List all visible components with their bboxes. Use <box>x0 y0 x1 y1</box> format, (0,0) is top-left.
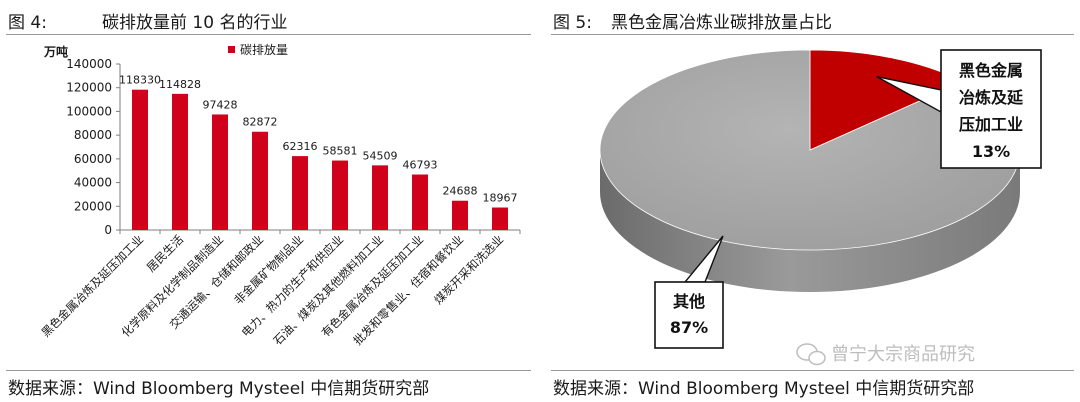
y-axis-tick-label: 20000 <box>74 199 112 213</box>
bar-data-label: 118330 <box>119 74 161 87</box>
bar <box>412 174 428 230</box>
bar-data-label: 24688 <box>443 185 478 198</box>
bar-data-label: 82872 <box>243 116 278 129</box>
bar-data-label: 58581 <box>323 145 358 158</box>
y-axis-tick-label: 100000 <box>66 104 112 118</box>
y-axis-unit-label: 万吨 <box>43 44 68 59</box>
left-figure-number: 图 4: <box>8 13 47 33</box>
y-axis-tick-label: 0 <box>104 223 112 237</box>
callout-box-main <box>940 49 1042 169</box>
left-figure-panel: 图 4: 碳排放量前 10 名的行业 万吨 碳排放量 0 20000 40000 6000… <box>0 0 537 402</box>
bar-data-label: 18967 <box>483 192 518 205</box>
pie-percent-label-other: 87% <box>670 318 708 337</box>
bar <box>492 207 508 230</box>
watermark: 曾宁大宗商品研究 <box>796 343 975 366</box>
pie-chart: 黑色金属冶炼及延压加工业 13% 其他 87% 曾宁大宗商品研究 <box>599 49 1042 366</box>
right-source-text: 数据来源：Wind Bloomberg Mysteel 中信期货研究部 <box>553 379 975 399</box>
y-axis-tick-label: 40000 <box>74 176 112 190</box>
right-figure-title: 黑色金属冶炼业碳排放量占比 <box>611 13 832 33</box>
y-axis-tick-label: 140000 <box>66 57 112 71</box>
bar-chart: 万吨 碳排放量 0 20000 40000 60000 80000 100000 120000 1… <box>39 42 521 348</box>
x-axis-category-label: 煤炭开采和洗选业 <box>431 232 506 307</box>
pie-percent-label-main: 13% <box>972 142 1010 161</box>
right-figure-source: 数据来源：Wind Bloomberg Mysteel 中信期货研究部 <box>551 370 1074 401</box>
bar <box>452 200 468 230</box>
y-axis-tick-label: 60000 <box>74 152 112 166</box>
legend-label: 碳排放量 <box>240 42 288 57</box>
bar-data-label: 54509 <box>363 149 398 162</box>
watermark-text: 曾宁大宗商品研究 <box>831 344 975 365</box>
right-figure-panel: 图 5: 黑色金属冶炼业碳排放量占比 黑色金属冶炼及延压加工业 13% 其他 87% 曾… <box>545 0 1080 402</box>
bar <box>132 89 148 230</box>
bar <box>252 131 268 230</box>
bar <box>172 93 188 230</box>
bar-data-label: 46793 <box>403 159 438 172</box>
pie-category-label-main: 冶炼及延 <box>959 88 1024 107</box>
bar-data-label: 97428 <box>203 98 238 111</box>
bar-data-label: 62316 <box>283 140 318 153</box>
left-source-text: 数据来源：Wind Bloomberg Mysteel 中信期货研究部 <box>8 379 430 399</box>
right-figure-header: 图 5: 黑色金属冶炼业碳排放量占比 <box>551 4 1074 35</box>
left-figure-header: 图 4: 碳排放量前 10 名的行业 <box>6 4 531 35</box>
y-axis-tick-label: 80000 <box>74 128 112 142</box>
right-figure-number: 图 5: <box>553 13 592 33</box>
bar <box>212 114 228 230</box>
x-axis-category-label: 非金属矿物制品业 <box>231 232 306 307</box>
pie-category-label-other: 其他 <box>673 292 705 311</box>
legend-swatch <box>228 46 235 53</box>
bar-data-label: 114828 <box>159 78 201 91</box>
bar <box>292 156 308 230</box>
y-axis-tick-label: 120000 <box>66 81 112 95</box>
left-figure-title: 碳排放量前 10 名的行业 <box>102 13 288 33</box>
bar <box>332 160 348 230</box>
pie-side-wall <box>600 150 1020 292</box>
left-figure-source: 数据来源：Wind Bloomberg Mysteel 中信期货研究部 <box>6 370 531 401</box>
callout-box-other <box>654 281 724 349</box>
pie-category-label-main: 黑色金属 <box>959 61 1023 80</box>
wechat-icon-bubble <box>808 350 826 366</box>
pie-category-label-main: 压加工业 <box>959 115 1023 134</box>
bar <box>372 165 388 230</box>
